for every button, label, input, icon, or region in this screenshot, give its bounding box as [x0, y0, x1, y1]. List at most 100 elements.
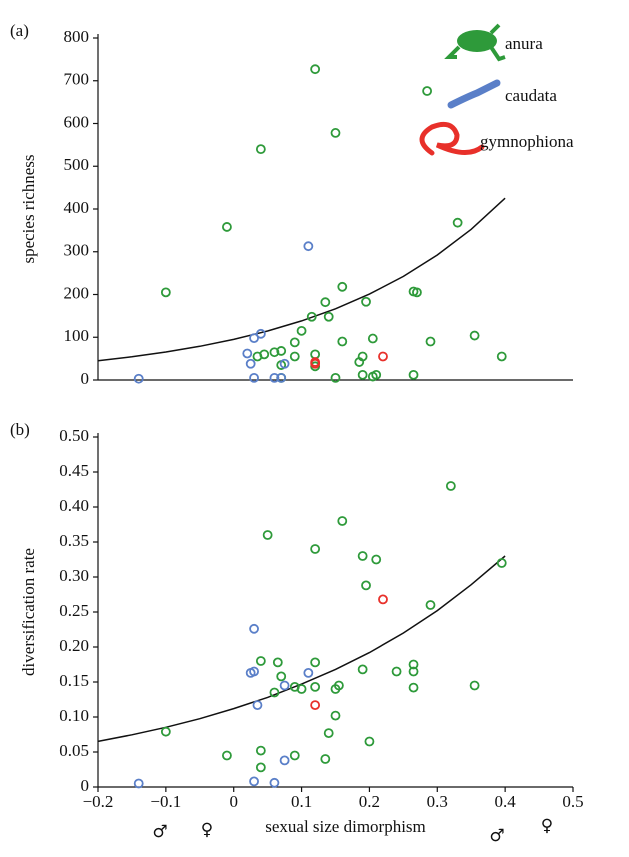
data-point — [357, 551, 368, 561]
data-point — [371, 369, 382, 380]
data-point — [269, 372, 280, 383]
caecilian-icon — [419, 121, 485, 156]
data-point — [354, 357, 365, 367]
y-tick-label: 0.10 — [59, 706, 89, 725]
data-point — [408, 666, 419, 677]
data-point — [272, 657, 283, 668]
x-tick-label: 0.5 — [562, 792, 583, 811]
y-tick-label: 0.40 — [59, 496, 89, 515]
data-point — [296, 325, 307, 336]
data-point — [310, 358, 321, 369]
sex-symbol: ♂ — [152, 822, 167, 842]
sex-symbol: ♀ — [201, 820, 213, 840]
y-tick-label: 0 — [81, 776, 90, 795]
sex-symbol: ♀ — [541, 816, 553, 836]
data-point — [296, 684, 307, 694]
x-axis-label: sexual size dimorphism — [265, 817, 426, 836]
data-point — [367, 333, 378, 344]
y-axis-label: species richness — [19, 154, 38, 263]
data-point — [289, 337, 300, 348]
data-point — [330, 128, 341, 138]
data-point — [245, 358, 256, 369]
y-tick-label: 0.50 — [59, 426, 89, 445]
data-point — [330, 372, 341, 383]
data-point — [361, 580, 371, 591]
data-point — [222, 750, 232, 761]
data-point — [320, 754, 331, 764]
data-point — [252, 351, 263, 362]
data-point — [310, 657, 321, 668]
data-point — [425, 600, 436, 610]
data-point — [306, 311, 317, 322]
data-point — [337, 281, 348, 292]
legend-label: anura — [505, 34, 543, 53]
data-point — [255, 656, 266, 666]
y-tick-label: 700 — [64, 70, 90, 89]
panel-label: (a) — [10, 21, 29, 40]
data-point — [310, 700, 321, 710]
data-point — [337, 336, 348, 347]
data-point — [133, 778, 144, 789]
y-tick-label: 0.45 — [59, 461, 89, 480]
y-tick-label: 0.35 — [59, 531, 89, 550]
data-point — [276, 346, 287, 356]
y-axis-label: diversification rate — [19, 548, 38, 676]
legend-label: gymnophiona — [480, 132, 574, 151]
data-point — [408, 682, 419, 693]
data-point — [422, 86, 433, 96]
data-point — [391, 666, 402, 677]
data-point — [255, 762, 266, 773]
data-point — [412, 287, 422, 298]
data-point — [496, 351, 507, 362]
x-tick-label: −0.1 — [150, 792, 181, 811]
data-point — [330, 684, 341, 694]
data-point — [242, 348, 253, 359]
data-point — [469, 330, 480, 341]
data-point — [279, 358, 290, 369]
panel-label: (b) — [10, 420, 30, 439]
data-point — [160, 287, 171, 298]
data-point — [222, 222, 232, 232]
x-tick-label: −0.2 — [83, 792, 114, 811]
data-point — [279, 755, 290, 766]
y-tick-label: 0 — [81, 369, 90, 388]
data-point — [279, 680, 290, 691]
data-point — [323, 311, 334, 322]
data-point — [255, 144, 266, 155]
data-point — [269, 347, 280, 358]
x-tick-label: 0.4 — [495, 792, 517, 811]
legend-label: caudata — [505, 86, 557, 105]
data-point — [496, 558, 507, 568]
data-point — [249, 776, 259, 787]
data-point — [357, 369, 368, 380]
data-point — [310, 544, 321, 554]
data-point — [252, 700, 263, 710]
data-point — [361, 296, 371, 307]
x-tick-label: 0 — [229, 792, 238, 811]
data-point — [262, 530, 273, 540]
data-point — [276, 372, 287, 383]
data-point — [323, 728, 334, 738]
data-point — [378, 594, 388, 605]
y-tick-label: 200 — [64, 283, 90, 302]
data-point — [408, 369, 419, 380]
data-point — [310, 64, 321, 75]
data-point — [364, 736, 375, 747]
data-point — [337, 516, 348, 526]
y-tick-label: 0.20 — [59, 636, 89, 655]
y-tick-label: 600 — [64, 112, 90, 131]
y-tick-label: 300 — [64, 241, 90, 260]
x-tick-label: 0.2 — [359, 792, 380, 811]
salamander-icon — [447, 79, 501, 109]
data-point — [289, 351, 300, 362]
data-point — [249, 333, 259, 344]
data-point — [469, 680, 480, 691]
data-point — [425, 336, 436, 347]
y-tick-label: 0.05 — [59, 741, 89, 760]
y-tick-label: 0.15 — [59, 671, 89, 690]
data-point — [133, 373, 144, 384]
data-point — [357, 664, 368, 675]
fit-curve — [97, 555, 506, 743]
data-point — [276, 671, 287, 682]
